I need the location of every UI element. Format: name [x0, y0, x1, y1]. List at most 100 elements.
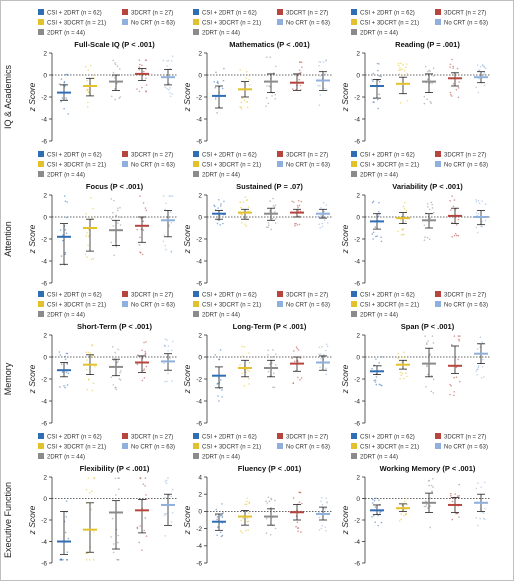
data-point	[451, 221, 453, 224]
data-point	[221, 87, 224, 90]
data-point	[296, 521, 299, 524]
data-point	[458, 81, 460, 83]
data-point	[170, 251, 173, 253]
data-point	[457, 96, 460, 99]
data-point	[117, 209, 119, 212]
data-point	[117, 360, 119, 362]
data-point	[146, 498, 148, 501]
data-point	[85, 359, 88, 361]
legend-label: CSI + 2DRT (n = 62)	[47, 11, 102, 17]
data-point	[273, 206, 276, 209]
legend-swatch	[277, 161, 283, 167]
data-point	[296, 347, 299, 350]
data-point	[170, 495, 173, 498]
y-axis-label: z Score	[182, 82, 192, 112]
data-point	[164, 208, 167, 211]
data-point	[484, 203, 487, 205]
legend-label: 3DCRT (n = 27)	[286, 293, 328, 299]
data-point	[378, 201, 380, 204]
data-point	[457, 335, 460, 337]
y-tick-label: 2	[43, 192, 47, 199]
data-point	[295, 88, 297, 91]
data-point	[425, 342, 428, 344]
data-point	[267, 353, 269, 356]
y-tick-label: -2	[196, 376, 202, 383]
data-point	[298, 69, 301, 72]
data-point	[214, 353, 217, 356]
data-point	[167, 477, 169, 479]
data-point	[483, 73, 485, 76]
data-point	[110, 241, 113, 244]
data-point	[271, 356, 274, 358]
data-point	[484, 67, 487, 70]
legend-swatch	[193, 443, 199, 449]
y-tick-label: -6	[41, 560, 47, 567]
data-point	[293, 201, 295, 203]
data-point	[65, 516, 67, 518]
data-point	[169, 95, 172, 98]
data-point	[274, 204, 277, 206]
data-point	[138, 66, 141, 69]
data-point	[143, 368, 146, 370]
data-point	[319, 216, 321, 218]
data-point	[297, 527, 300, 529]
data-point	[298, 223, 301, 226]
data-point	[213, 80, 216, 83]
data-point	[449, 199, 451, 202]
y-tick-label: -6	[196, 560, 202, 567]
data-point	[65, 352, 68, 355]
data-point	[483, 72, 486, 74]
data-point	[402, 227, 405, 230]
data-point	[319, 227, 321, 229]
data-point	[145, 365, 148, 368]
data-point	[318, 223, 320, 226]
data-point	[371, 515, 373, 518]
data-point	[320, 500, 322, 503]
data-point	[244, 529, 247, 532]
data-point	[269, 200, 271, 202]
data-point	[453, 335, 456, 337]
legend-label: No CRT (n = 63)	[131, 163, 175, 169]
data-point	[248, 370, 250, 372]
data-point	[117, 541, 119, 544]
data-point	[318, 528, 321, 531]
legend-label: No CRT (n = 63)	[131, 21, 175, 27]
legend-label: No CRT (n = 63)	[444, 21, 488, 27]
data-point	[248, 78, 250, 81]
data-point	[112, 225, 114, 227]
data-point	[65, 232, 68, 234]
legend-label: CSI + 2DRT (n = 62)	[47, 153, 102, 159]
data-point	[93, 477, 95, 479]
data-point	[116, 82, 118, 85]
y-axis-label: z Score	[27, 224, 37, 254]
data-point	[85, 558, 88, 561]
data-point	[458, 338, 460, 341]
data-point	[91, 356, 93, 359]
data-point	[217, 82, 220, 85]
legend-swatch	[193, 291, 199, 297]
legend-swatch	[122, 443, 128, 449]
data-point	[372, 231, 375, 234]
data-point	[297, 206, 299, 209]
data-point	[216, 526, 219, 528]
data-point	[397, 62, 400, 65]
data-point	[371, 78, 373, 81]
data-point	[116, 65, 119, 67]
data-point	[162, 195, 165, 197]
data-point	[267, 222, 270, 224]
data-point	[397, 230, 400, 233]
data-point	[399, 62, 402, 65]
panel-title: Focus (P < .001)	[86, 182, 144, 191]
data-point	[267, 496, 270, 499]
panel-title: Mathematics (P < .001)	[229, 40, 310, 49]
data-point	[92, 531, 95, 533]
data-point	[136, 88, 138, 90]
y-tick-label: -4	[196, 258, 202, 265]
legend-swatch	[351, 301, 357, 307]
y-tick-label: -4	[196, 116, 202, 123]
data-point	[405, 66, 407, 69]
data-point	[248, 378, 250, 380]
data-point	[449, 93, 452, 96]
data-point	[380, 236, 382, 239]
